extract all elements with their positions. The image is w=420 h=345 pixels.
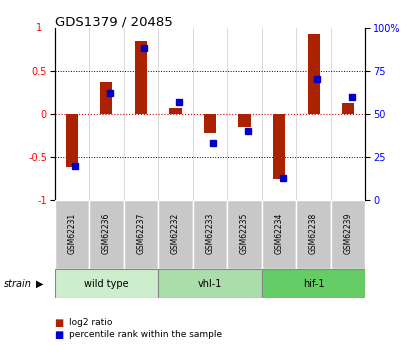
Text: strain: strain — [4, 279, 32, 289]
Bar — [123, 200, 158, 269]
Text: GSM62238: GSM62238 — [309, 213, 318, 254]
Bar — [239, 114, 251, 127]
Bar — [297, 200, 331, 269]
Text: vhl-1: vhl-1 — [198, 279, 222, 289]
Text: GSM62232: GSM62232 — [171, 213, 180, 254]
Text: percentile rank within the sample: percentile rank within the sample — [69, 330, 223, 339]
Text: ■: ■ — [55, 318, 64, 327]
Text: GSM62237: GSM62237 — [136, 213, 145, 254]
Text: GSM62239: GSM62239 — [344, 213, 353, 254]
Bar — [135, 41, 147, 114]
Text: 1: 1 — [37, 23, 42, 32]
Text: ▶: ▶ — [36, 279, 43, 289]
Bar — [331, 200, 365, 269]
Bar — [169, 108, 181, 114]
Bar — [66, 114, 78, 167]
Bar — [342, 103, 354, 114]
Text: ■: ■ — [55, 330, 64, 339]
Bar — [262, 200, 297, 269]
Bar — [158, 269, 262, 298]
Bar — [273, 114, 285, 179]
Text: wild type: wild type — [84, 279, 129, 289]
Bar — [262, 269, 365, 298]
Bar — [193, 200, 227, 269]
Bar — [204, 114, 216, 133]
Text: GSM62236: GSM62236 — [102, 213, 111, 254]
Text: hif-1: hif-1 — [303, 279, 324, 289]
Bar — [158, 200, 193, 269]
Text: log2 ratio: log2 ratio — [69, 318, 113, 327]
Bar — [55, 269, 158, 298]
Text: GSM62233: GSM62233 — [205, 213, 215, 254]
Text: GSM62234: GSM62234 — [275, 213, 284, 254]
Text: GSM62235: GSM62235 — [240, 213, 249, 254]
Bar — [227, 200, 262, 269]
Bar — [55, 200, 89, 269]
Text: GDS1379 / 20485: GDS1379 / 20485 — [55, 16, 172, 29]
Bar — [100, 82, 113, 114]
Bar — [307, 34, 320, 114]
Bar — [89, 200, 123, 269]
Text: GSM62231: GSM62231 — [67, 213, 76, 254]
